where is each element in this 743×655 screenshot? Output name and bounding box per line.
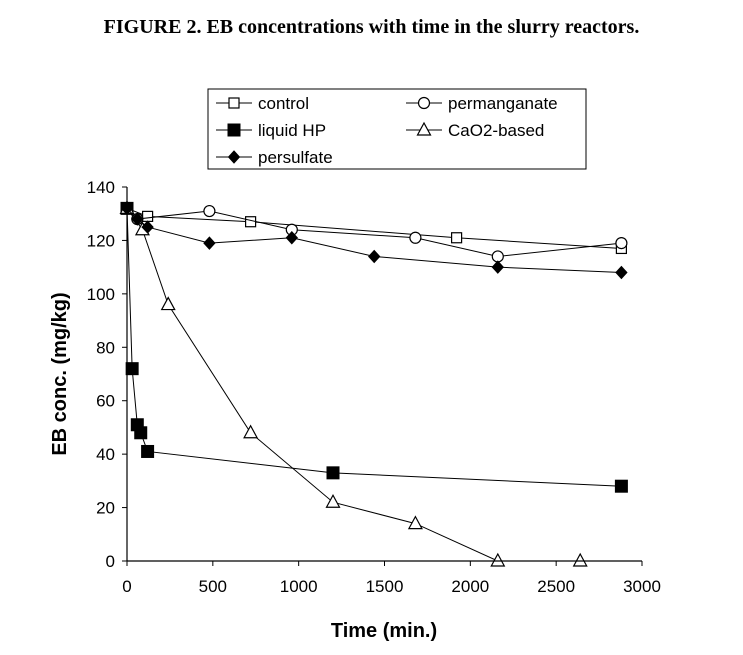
y-tick-label: 100: [87, 285, 115, 304]
y-tick-label: 20: [96, 499, 115, 518]
legend-label: CaO2-based: [448, 121, 544, 140]
legend-marker: [416, 121, 432, 136]
legend-box: [207, 88, 587, 170]
series-liquid-hp: [120, 201, 628, 493]
y-tick-label: 40: [96, 445, 115, 464]
x-tick-label: 500: [199, 577, 227, 596]
persulfate-point: [368, 249, 381, 264]
legend-item-liquid-hp: liquid HP: [216, 121, 326, 140]
control-point: [245, 216, 257, 228]
x-axis-label: Time (min.): [331, 620, 437, 642]
figure-title: FIGURE 2. EB concentrations with time in…: [103, 16, 640, 38]
legend: control permanganate liquid HP CaO2-based pe…: [207, 88, 587, 170]
y-tick-label: 0: [106, 552, 115, 571]
persulfate-point: [491, 260, 504, 274]
liquid-hp-point: [141, 444, 155, 458]
persulfate-point: [203, 236, 216, 250]
axes: 0 20 40 60 80 100 120 140 0 500 1000 1500 2000 2500 30…: [87, 178, 661, 596]
permanganate-point: [615, 237, 628, 250]
control-line: [126, 207, 622, 249]
cao2-based-line: [126, 208, 581, 562]
persulfate-point: [285, 231, 298, 245]
cao2-based-point: [407, 515, 423, 530]
legend-label: control: [258, 94, 309, 113]
persulfate-point: [131, 212, 144, 226]
x-tick-label: 1500: [366, 577, 404, 596]
x-tick-label: 2500: [537, 577, 575, 596]
persulfate-point: [615, 265, 628, 280]
cao2-based-point: [490, 552, 506, 567]
cao2-based-point: [243, 424, 259, 439]
x-tick-label: 2000: [451, 577, 489, 596]
liquid-hp-point: [125, 362, 139, 376]
legend-label: permanganate: [448, 94, 558, 113]
control-point: [451, 232, 463, 244]
legend-item-cao2-based: CaO2-based: [406, 121, 544, 140]
series-control: [121, 202, 628, 255]
permanganate-point: [203, 204, 216, 218]
legend-marker: [227, 150, 241, 164]
x-tick-label: 1000: [280, 577, 318, 596]
control-point: [142, 210, 154, 222]
liquid-hp-point: [614, 479, 628, 493]
cao2-based-point: [160, 296, 176, 311]
legend-label: persulfate: [258, 148, 333, 167]
cao2-based-point: [325, 493, 341, 508]
x-tick-label: 3000: [623, 577, 661, 596]
y-tick-label: 120: [87, 231, 115, 250]
legend-item-permanganate: permanganate: [406, 94, 558, 113]
permanganate-line: [126, 208, 622, 257]
x-tick-label: 0: [122, 577, 131, 596]
y-tick-label: 80: [96, 338, 115, 357]
legend-item-persulfate: persulfate: [216, 148, 333, 167]
liquid-hp-point: [326, 466, 340, 480]
liquid-hp-point: [134, 426, 148, 440]
legend-marker: [228, 97, 240, 109]
legend-marker: [417, 96, 431, 110]
persulfate-point: [141, 220, 154, 234]
permanganate-point: [491, 250, 504, 263]
y-axis-label: EB conc. (mg/kg): [49, 292, 71, 455]
legend-label: liquid HP: [258, 121, 326, 140]
plot-area: [119, 200, 628, 567]
y-tick-label: 140: [87, 178, 115, 197]
cao2-based-point: [572, 552, 588, 567]
legend-item-control: control: [216, 94, 309, 113]
series-persulfate: [120, 201, 628, 280]
series-cao2-based: [119, 200, 588, 567]
y-tick-label: 60: [96, 392, 115, 411]
permanganate-point: [409, 231, 422, 244]
legend-marker: [227, 123, 241, 137]
